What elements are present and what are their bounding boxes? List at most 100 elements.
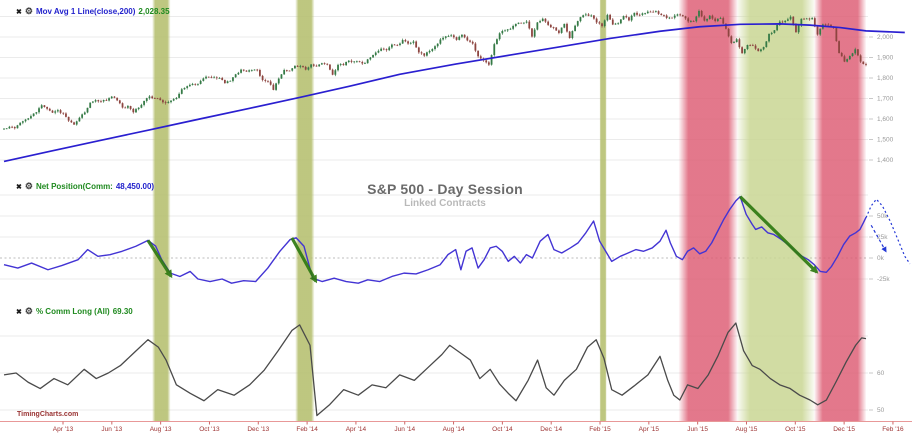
candle-body <box>797 25 800 33</box>
candle-body <box>121 103 124 108</box>
candle-body <box>162 100 164 103</box>
series-settings-icon[interactable]: ⚙ <box>24 181 33 191</box>
candle-body <box>210 76 213 78</box>
candle-body <box>501 30 504 34</box>
candle-body <box>261 75 264 81</box>
legend-mov-avg: ✖ ⚙ Mov Avg 1 Line(close,200) 2,028.35 <box>16 6 170 17</box>
candle-body <box>673 15 676 18</box>
candle-body <box>644 13 647 15</box>
x-axis-label: Feb '15 <box>589 426 611 433</box>
candle-body <box>415 41 418 48</box>
candle-body <box>339 64 342 65</box>
candle-body <box>259 70 261 76</box>
candle-body <box>105 99 108 101</box>
candle-body <box>291 68 294 71</box>
candle-body <box>773 30 776 33</box>
candle-body <box>458 36 461 40</box>
candle-body <box>156 98 159 100</box>
candle-body <box>159 98 162 101</box>
candle-body <box>151 96 154 99</box>
series-value-pct-comm-long: 69.30 <box>112 307 133 316</box>
candle-body <box>514 23 517 27</box>
candle-body <box>188 84 191 87</box>
candle-body <box>498 33 501 40</box>
candle-body <box>3 128 5 130</box>
decline-arrow <box>739 195 819 274</box>
candle-body <box>423 53 426 56</box>
candle-body <box>843 56 846 62</box>
candle-body <box>509 28 512 30</box>
candle-body <box>315 65 318 67</box>
candle-body <box>776 24 779 31</box>
candle-body <box>393 44 396 46</box>
candle-body <box>145 98 148 101</box>
candle-body <box>574 25 576 32</box>
candle-body <box>312 64 315 66</box>
candle-body <box>471 41 474 44</box>
candle-body <box>91 101 94 103</box>
pct-comm-long-line <box>3 322 867 417</box>
candle-body <box>598 22 601 24</box>
remove-series-icon[interactable]: ✖ <box>16 183 22 191</box>
candle-body <box>277 78 280 84</box>
band-highlight-olive <box>295 0 315 421</box>
candle-body <box>485 60 488 63</box>
candle-body <box>288 70 291 72</box>
y-axis-labels: 2,000 1,900 1,800 1,700 1,600 1,500 1,400 50k 25… <box>869 34 894 414</box>
remove-series-icon[interactable]: ✖ <box>16 8 22 16</box>
candle-body <box>240 69 242 73</box>
candle-body <box>218 78 221 79</box>
candle-body <box>630 15 633 21</box>
candle-body <box>140 104 143 108</box>
candle-body <box>477 50 479 57</box>
x-axis-label: Dec '14 <box>540 426 562 433</box>
band-highlight-red <box>678 0 738 421</box>
candle-body <box>11 126 13 128</box>
series-value-mov-avg: 2,028.35 <box>138 7 170 16</box>
x-axis: Apr '13 Jun '13 Aug '13 Oct '13 Dec '13 Feb '… <box>0 421 912 433</box>
candle-body <box>558 30 560 33</box>
candle-body <box>320 63 323 65</box>
candle-body <box>70 120 73 123</box>
x-axis-label: Apr '15 <box>639 426 660 433</box>
candle-body <box>622 16 625 20</box>
y-axis-label: 0k <box>877 255 885 262</box>
candle-body <box>859 55 862 62</box>
candle-body <box>30 116 32 119</box>
candle-body <box>746 44 749 49</box>
candle-body <box>275 83 277 90</box>
x-axis-label: Aug '13 <box>150 426 172 433</box>
candle-body <box>248 70 251 72</box>
candle-body <box>854 49 857 54</box>
candle-body <box>43 105 46 107</box>
candle-body <box>547 21 550 25</box>
candle-body <box>633 12 636 16</box>
candle-body <box>560 27 563 33</box>
y-axis-label: 1,400 <box>877 157 894 164</box>
candle-body <box>536 22 539 30</box>
candle-body <box>765 41 768 48</box>
candle-body <box>299 65 302 67</box>
candle-body <box>520 22 523 24</box>
candle-body <box>283 70 286 75</box>
remove-series-icon[interactable]: ✖ <box>16 308 22 316</box>
band-highlight-olive <box>152 0 171 421</box>
candle-body <box>716 18 719 22</box>
candle-body <box>840 52 843 57</box>
candle-body <box>48 108 51 111</box>
candle-body <box>795 24 797 33</box>
candle-body <box>347 60 350 62</box>
y-axis-label: 1,900 <box>877 55 894 62</box>
candle-body <box>355 61 358 63</box>
candle-body <box>377 50 380 53</box>
x-axis-label: Aug '14 <box>443 426 465 433</box>
candle-body <box>539 21 541 23</box>
candle-body <box>272 84 275 90</box>
candle-body <box>32 113 35 117</box>
candle-body <box>835 27 838 42</box>
series-settings-icon[interactable]: ⚙ <box>24 6 33 16</box>
highlight-bands-layer <box>152 0 866 421</box>
series-settings-icon[interactable]: ⚙ <box>24 306 33 316</box>
